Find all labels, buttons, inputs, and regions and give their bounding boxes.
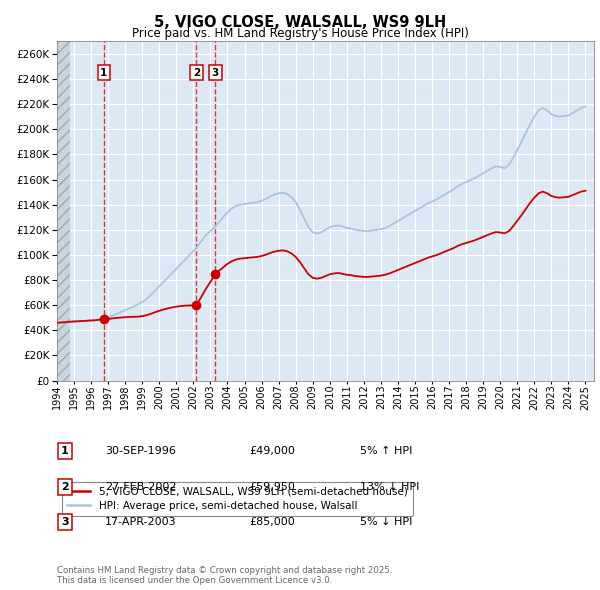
Legend: 5, VIGO CLOSE, WALSALL, WS9 9LH (semi-detached house), HPI: Average price, semi-: 5, VIGO CLOSE, WALSALL, WS9 9LH (semi-de… [62, 481, 413, 516]
Text: 13% ↓ HPI: 13% ↓ HPI [360, 482, 419, 491]
Text: 3: 3 [61, 517, 68, 527]
Text: £85,000: £85,000 [249, 517, 295, 527]
Text: Contains HM Land Registry data © Crown copyright and database right 2025.
This d: Contains HM Land Registry data © Crown c… [57, 566, 392, 585]
Text: 2: 2 [193, 68, 200, 78]
Text: 5% ↑ HPI: 5% ↑ HPI [360, 447, 412, 456]
Bar [57, 41, 70, 381]
Text: Price paid vs. HM Land Registry's House Price Index (HPI): Price paid vs. HM Land Registry's House … [131, 27, 469, 40]
Text: 1: 1 [61, 447, 68, 456]
Text: 2: 2 [61, 482, 68, 491]
Text: £59,950: £59,950 [249, 482, 295, 491]
Text: 17-APR-2003: 17-APR-2003 [105, 517, 176, 527]
Text: 1: 1 [100, 68, 107, 78]
Text: 5% ↓ HPI: 5% ↓ HPI [360, 517, 412, 527]
Text: 30-SEP-1996: 30-SEP-1996 [105, 447, 176, 456]
Text: 5, VIGO CLOSE, WALSALL, WS9 9LH: 5, VIGO CLOSE, WALSALL, WS9 9LH [154, 15, 446, 30]
Text: 3: 3 [212, 68, 219, 78]
Text: 27-FEB-2002: 27-FEB-2002 [105, 482, 176, 491]
Text: £49,000: £49,000 [249, 447, 295, 456]
